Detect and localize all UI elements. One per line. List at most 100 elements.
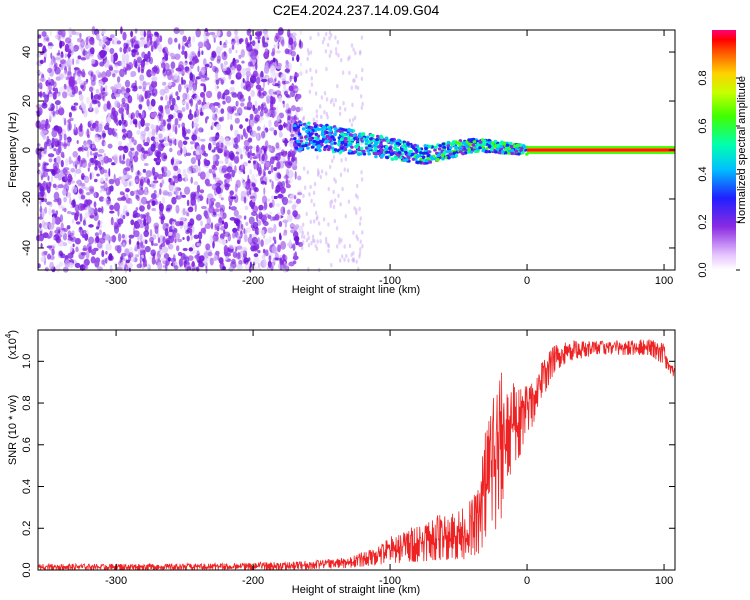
noise-mark [217, 91, 222, 99]
noise-mark [167, 37, 173, 45]
noise-mark [291, 204, 297, 211]
noise-mark [255, 147, 263, 156]
noise-mark [97, 207, 102, 213]
noise-mark [54, 216, 61, 225]
noise-mark [194, 78, 198, 86]
noise-mark [200, 138, 206, 142]
noise-mark [113, 202, 120, 212]
noise-mark [203, 95, 206, 105]
noise-mark [273, 91, 277, 95]
noise-mark [122, 167, 128, 176]
x-tick-label: -200 [242, 275, 264, 287]
x-tick-label: -300 [105, 575, 127, 587]
noise-mark [192, 89, 196, 95]
noise-mark [271, 195, 275, 200]
noise-mark [160, 96, 164, 101]
noise-mark [63, 196, 67, 203]
sparse-noise-mark [341, 186, 344, 192]
signal-mark [467, 147, 472, 152]
signal-mark [316, 134, 321, 138]
noise-mark [273, 129, 278, 136]
noise-mark [148, 56, 154, 65]
noise-mark [293, 40, 297, 47]
noise-mark [298, 40, 304, 49]
sparse-noise-mark [330, 262, 333, 268]
noise-mark [182, 62, 188, 66]
noise-mark [122, 111, 125, 119]
noise-mark [223, 60, 228, 66]
sparse-noise-mark [312, 190, 316, 195]
noise-mark [135, 110, 140, 118]
sparse-noise-mark [352, 251, 355, 256]
noise-mark [178, 217, 186, 222]
noise-mark [173, 158, 180, 165]
noise-mark [266, 95, 271, 104]
noise-mark [224, 89, 230, 96]
noise-mark [205, 32, 210, 37]
y-tick-label: -40 [21, 240, 33, 256]
signal-mark [313, 124, 318, 129]
noise-mark [230, 124, 233, 131]
signal-mark [395, 141, 400, 145]
signal-mark [340, 146, 344, 150]
noise-mark [110, 216, 114, 226]
sparse-noise-mark [307, 267, 310, 272]
sparse-noise-mark [315, 69, 318, 74]
noise-mark [263, 171, 266, 178]
noise-mark [255, 173, 259, 177]
noise-mark [184, 136, 190, 140]
noise-mark [78, 203, 84, 211]
noise-mark [185, 211, 188, 217]
noise-mark [55, 53, 61, 62]
noise-mark [46, 37, 50, 42]
noise-mark [102, 132, 106, 138]
signal-mark [302, 127, 306, 131]
noise-mark [54, 66, 61, 75]
noise-mark [272, 236, 276, 241]
noise-mark [128, 150, 133, 158]
noise-mark [276, 43, 279, 47]
noise-mark [161, 196, 166, 204]
noise-mark [65, 158, 69, 167]
noise-mark [186, 235, 190, 242]
signal-mark [385, 150, 390, 154]
noise-mark [57, 184, 64, 189]
sparse-noise-mark [315, 210, 318, 216]
signal-mark [344, 139, 348, 144]
sparse-noise-mark [312, 238, 315, 243]
noise-mark [249, 261, 252, 269]
noise-mark [288, 85, 294, 92]
noise-mark [146, 38, 149, 42]
noise-mark [293, 236, 300, 242]
noise-mark [210, 222, 214, 230]
noise-mark [230, 206, 237, 211]
signal-mark [349, 142, 353, 146]
noise-mark [149, 92, 156, 96]
noise-mark [75, 70, 79, 77]
signal-mark [424, 159, 429, 163]
noise-mark [197, 65, 200, 73]
noise-mark [177, 238, 183, 243]
signal-mark [452, 151, 457, 155]
signal-mark [379, 143, 383, 147]
noise-mark [205, 243, 211, 251]
noise-mark [204, 63, 210, 68]
noise-mark [82, 230, 87, 234]
sparse-noise-mark [325, 66, 328, 72]
sparse-noise-mark [359, 239, 362, 244]
noise-mark [210, 106, 216, 113]
noise-mark [65, 64, 71, 68]
sparse-noise-mark [309, 67, 312, 73]
noise-mark [161, 246, 169, 254]
snr-frame [37, 329, 676, 571]
sparse-noise-mark [324, 236, 328, 242]
noise-mark [40, 85, 43, 90]
noise-mark [242, 146, 245, 154]
noise-mark [146, 99, 150, 107]
noise-mark [121, 119, 127, 125]
noise-mark [287, 153, 291, 161]
noise-mark [39, 185, 45, 192]
noise-mark [182, 146, 187, 155]
sparse-noise-mark [310, 82, 314, 87]
noise-mark [294, 251, 298, 259]
